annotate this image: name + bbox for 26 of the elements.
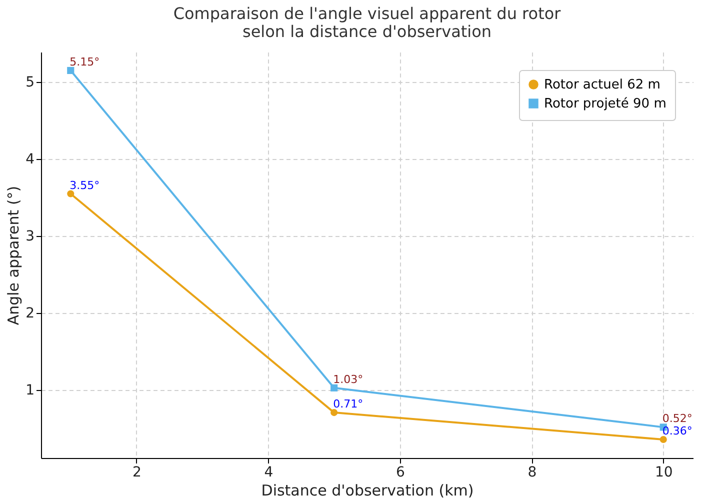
y-tick-label: 4	[26, 152, 35, 168]
data-label: 5.15°	[70, 55, 100, 68]
point	[67, 190, 74, 198]
x-tick-label: 4	[264, 464, 274, 480]
x-tick-label: 6	[396, 464, 405, 480]
legend-label: Rotor projeté 90 m	[544, 96, 666, 112]
data-label: 0.36°	[662, 424, 692, 438]
x-axis-title: Distance d'observation (km)	[261, 482, 474, 500]
data-label: 0.71°	[333, 398, 364, 411]
x-tick-label: 10	[654, 464, 673, 480]
chart-title: Comparaison de l'angle visuel apparent du rotor selon la distance d'observation	[173, 4, 562, 41]
y-axis-title: Angle apparent (°)	[4, 186, 23, 326]
y-tick-label: 1	[26, 382, 34, 399]
data-label: 0.52°	[662, 412, 692, 426]
point	[330, 384, 338, 392]
point	[67, 66, 74, 74]
x-tick-label: 2	[132, 464, 142, 480]
point	[660, 436, 667, 444]
y-tick-label: 3	[26, 228, 34, 245]
legend-label: Rotor actuel 62 m	[544, 78, 660, 92]
x-tick-label: 8	[528, 464, 537, 480]
data-label: 1.03°	[333, 372, 364, 386]
y-tick-label: 2	[26, 306, 34, 322]
point	[330, 409, 338, 416]
data-label: 3.55°	[70, 178, 100, 192]
y-tick-label: 5	[26, 74, 34, 91]
